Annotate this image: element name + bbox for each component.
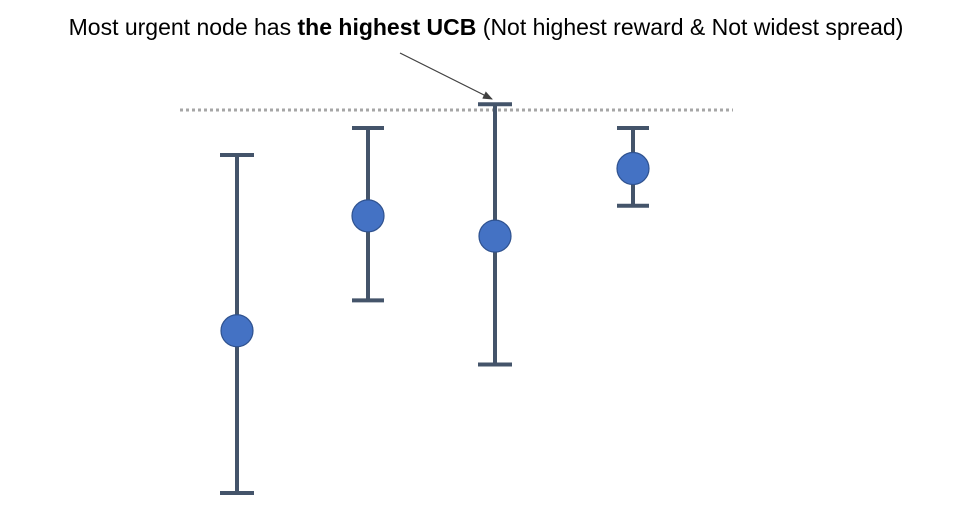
nodes-layer — [220, 102, 650, 495]
diagram-caption: Most urgent node has the highest UCB (No… — [0, 14, 972, 41]
node-mean-dot — [351, 199, 385, 233]
caption-suffix: (Not highest reward & Not widest spread) — [476, 14, 904, 40]
node-mean-dot — [220, 314, 254, 348]
node-mean-dot — [478, 219, 512, 253]
pointer-arrow — [399, 52, 493, 100]
caption-prefix: Most urgent node has — [68, 14, 298, 40]
node-error-bar-2 — [351, 125, 385, 303]
node-error-bar-1 — [220, 153, 254, 495]
node-mean-dot — [616, 151, 650, 186]
node-error-bar-3 — [478, 102, 512, 367]
node-error-bar-4 — [616, 125, 650, 208]
caption-emphasis: the highest UCB — [297, 14, 477, 40]
